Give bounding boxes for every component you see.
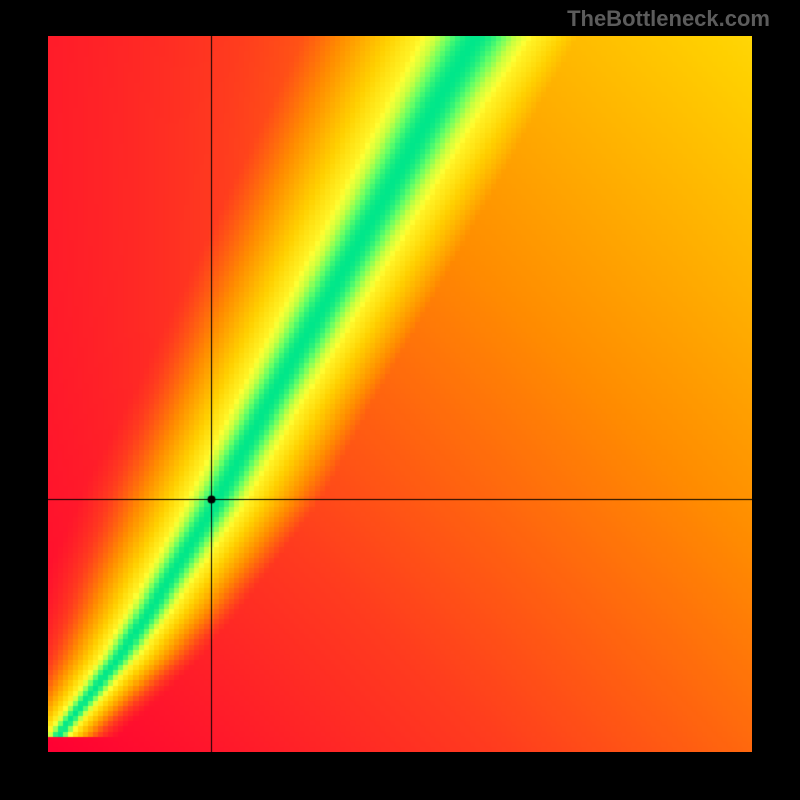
image-root: TheBottleneck.com bbox=[0, 0, 800, 800]
watermark-text: TheBottleneck.com bbox=[567, 6, 770, 32]
crosshair-overlay bbox=[48, 36, 752, 752]
